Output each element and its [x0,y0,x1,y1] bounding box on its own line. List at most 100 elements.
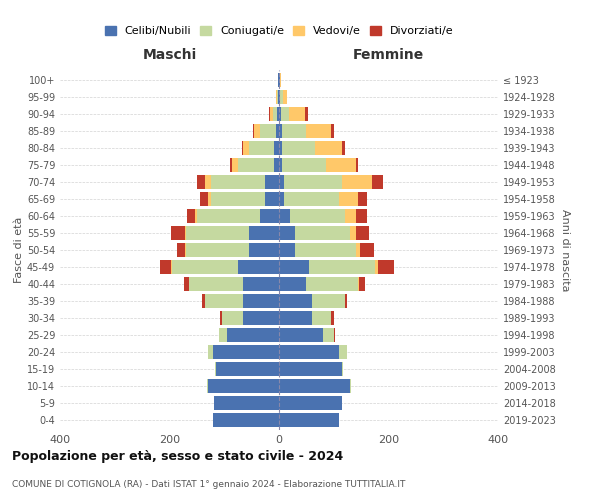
Bar [312,311,331,324]
Bar [238,158,274,172]
Bar [331,124,334,138]
Bar [307,277,358,291]
Bar [279,396,342,409]
Bar [265,176,279,189]
Bar [242,142,244,155]
Bar [270,108,273,121]
Bar [195,209,197,223]
Bar [279,413,339,426]
Bar [269,108,270,121]
Bar [345,209,356,223]
Bar [279,379,350,392]
Bar [238,260,279,274]
Bar [171,260,172,274]
Bar [278,90,279,104]
Bar [202,294,205,308]
Text: COMUNE DI COTIGNOLA (RA) - Dati ISTAT 1° gennaio 2024 - Elaborazione TUTTITALIA.: COMUNE DI COTIGNOLA (RA) - Dati ISTAT 1°… [12,480,406,489]
Y-axis label: Fasce di età: Fasce di età [14,217,24,283]
Bar [172,260,238,274]
Bar [279,158,282,172]
Bar [295,226,350,240]
Bar [279,311,312,324]
Bar [342,176,372,189]
Bar [230,158,232,172]
Bar [160,260,171,274]
Bar [171,226,185,240]
Bar [244,142,249,155]
Bar [282,124,307,138]
Bar [342,142,345,155]
Bar [265,192,279,206]
Bar [356,243,360,257]
Legend: Celibi/Nubili, Coniugati/e, Vedovi/e, Divorziati/e: Celibi/Nubili, Coniugati/e, Vedovi/e, Di… [100,22,458,41]
Bar [295,243,356,257]
Bar [197,176,205,189]
Y-axis label: Anni di nascita: Anni di nascita [560,209,569,291]
Bar [214,413,279,426]
Bar [279,142,282,155]
Bar [214,396,279,409]
Bar [216,362,279,376]
Bar [187,209,195,223]
Bar [227,328,279,342]
Bar [244,277,279,291]
Bar [208,192,211,206]
Bar [277,90,278,104]
Bar [342,362,343,376]
Bar [279,328,323,342]
Bar [186,243,249,257]
Bar [280,90,283,104]
Bar [205,294,244,308]
Bar [282,158,326,172]
Bar [279,90,280,104]
Bar [289,108,305,121]
Bar [249,226,279,240]
Bar [305,108,308,121]
Bar [276,90,277,104]
Bar [279,362,342,376]
Bar [280,74,281,87]
Bar [307,124,331,138]
Bar [249,142,274,155]
Text: Femmine: Femmine [353,48,424,62]
Bar [205,176,211,189]
Bar [331,311,334,324]
Bar [185,243,186,257]
Bar [309,260,375,274]
Bar [326,158,356,172]
Bar [197,209,260,223]
Text: Popolazione per età, sesso e stato civile - 2024: Popolazione per età, sesso e stato civil… [12,450,343,463]
Bar [359,277,365,291]
Bar [244,311,279,324]
Bar [350,226,356,240]
Bar [281,108,289,121]
Bar [260,209,279,223]
Bar [339,345,347,358]
Bar [244,294,279,308]
Bar [323,328,334,342]
Bar [282,142,314,155]
Bar [360,243,374,257]
Bar [273,108,277,121]
Bar [356,209,367,223]
Bar [200,192,208,206]
Bar [356,158,358,172]
Bar [279,209,290,223]
Bar [279,192,284,206]
Bar [277,108,279,121]
Bar [358,277,359,291]
Bar [279,243,295,257]
Bar [279,260,309,274]
Bar [176,243,185,257]
Bar [220,311,221,324]
Bar [260,124,276,138]
Bar [279,124,282,138]
Bar [186,226,249,240]
Bar [232,158,238,172]
Bar [254,124,260,138]
Bar [274,158,279,172]
Text: Maschi: Maschi [142,48,197,62]
Bar [184,277,188,291]
Bar [221,311,244,324]
Bar [188,277,244,291]
